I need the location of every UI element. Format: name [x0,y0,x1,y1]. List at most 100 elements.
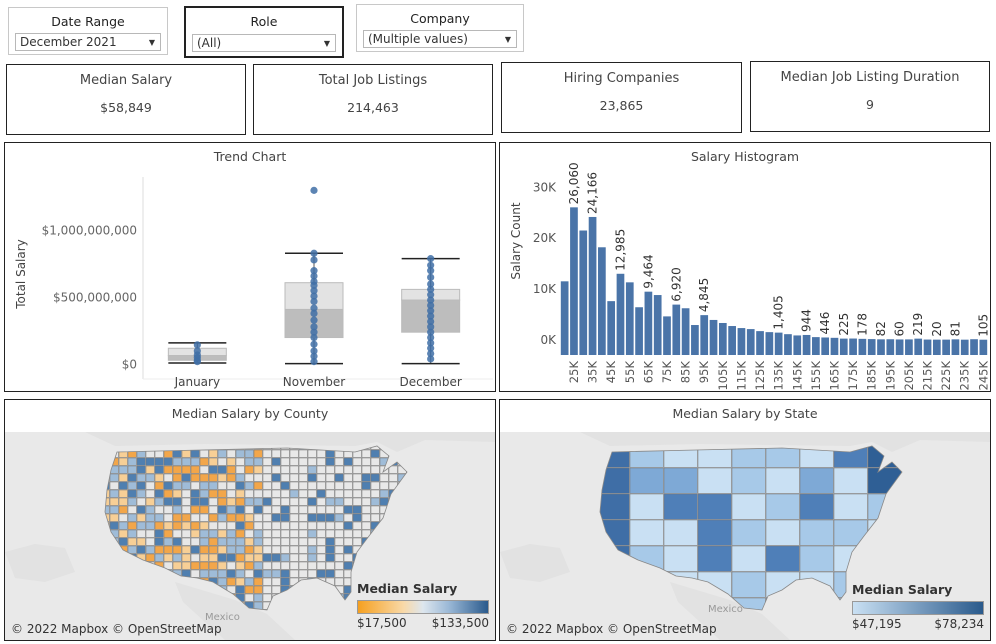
county-map[interactable] [5,432,495,640]
county-region [145,489,155,498]
histogram-bar [681,308,690,355]
histogram-bar [830,337,839,355]
county-region [370,553,380,562]
county-region [370,497,380,506]
county-region [235,457,245,466]
county-region [325,465,335,474]
state-region [765,467,800,494]
county-region [316,529,326,538]
county-region [253,481,263,490]
x-tick-label: 55K [623,361,637,384]
county-region [271,577,281,586]
county-region [280,593,290,602]
county-region [352,569,362,578]
county-region [307,473,317,482]
county-region [235,561,245,570]
alaska-landmass [500,544,570,582]
bar-data-label: 20 [930,321,944,336]
county-region [325,481,335,490]
county-region [316,609,326,610]
county-region [136,489,146,498]
county-region [105,545,110,554]
county-region [136,561,146,570]
county-region [298,481,308,490]
date-range-filter: Date Range December 2021 ▼ [8,7,168,55]
county-region [388,505,398,514]
data-point [310,186,318,194]
state-region [663,446,698,468]
county-region [172,593,182,602]
county-region [208,521,218,530]
state-region [765,493,800,520]
county-region [298,513,308,522]
data-point [427,291,435,299]
x-tick-label: November [283,375,345,389]
kpi-value: 214,463 [347,100,399,115]
county-region [397,553,407,562]
county-region [190,457,200,466]
data-point [310,358,318,366]
county-region [199,505,209,514]
county-region [352,481,362,490]
county-region [208,465,218,474]
county-region [290,618,298,625]
county-region [181,497,191,506]
county-region [370,513,380,522]
county-region [289,609,299,610]
date-range-dropdown[interactable]: December 2021 ▼ [15,33,161,51]
county-region [326,618,334,625]
histogram-bar [858,338,867,355]
county-region [226,497,236,506]
county-region [118,505,128,514]
role-value: (All) [197,36,222,50]
county-region [154,537,164,546]
county-region [145,473,155,482]
county-region [217,473,227,482]
county-region [127,601,137,610]
chevron-down-icon: ▼ [504,35,511,44]
role-filter: Role (All) ▼ [184,6,344,58]
trend-chart-title: Trend Chart [213,149,287,164]
state-map[interactable] [500,432,990,640]
county-region [352,505,362,514]
county-region [154,465,164,474]
county-region [262,465,272,474]
county-region [253,553,263,562]
role-dropdown[interactable]: (All) ▼ [192,34,336,52]
county-region [262,553,272,562]
county-region [361,505,371,514]
county-region [298,473,308,482]
county-region [316,545,326,554]
county-region [253,585,263,594]
county-region [289,601,299,610]
state-region [600,571,630,598]
county-region [118,497,128,506]
county-region [105,609,110,610]
state-region [663,493,698,520]
histogram-bar [886,339,895,355]
county-region [118,585,128,594]
county-region [307,529,317,538]
state-region [663,467,698,494]
county-region [199,497,209,506]
county-region [361,497,371,506]
county-region [406,497,407,506]
county-region [136,609,146,610]
county-region [226,465,236,474]
county-region [334,521,344,530]
county-region [181,609,191,610]
county-region [136,521,146,530]
company-dropdown[interactable]: (Multiple values) ▼ [363,30,517,48]
county-region [281,618,289,625]
county-region [145,609,155,610]
state-region [901,519,902,546]
county-region [105,569,110,578]
county-region [262,481,272,490]
county-region [199,561,209,570]
county-region [262,457,272,466]
state-map-panel: Median Salary by State Mexico Median Sal… [499,399,991,641]
county-region [361,457,371,466]
county-region [235,569,245,578]
county-region [361,569,371,578]
county-region [145,481,155,490]
